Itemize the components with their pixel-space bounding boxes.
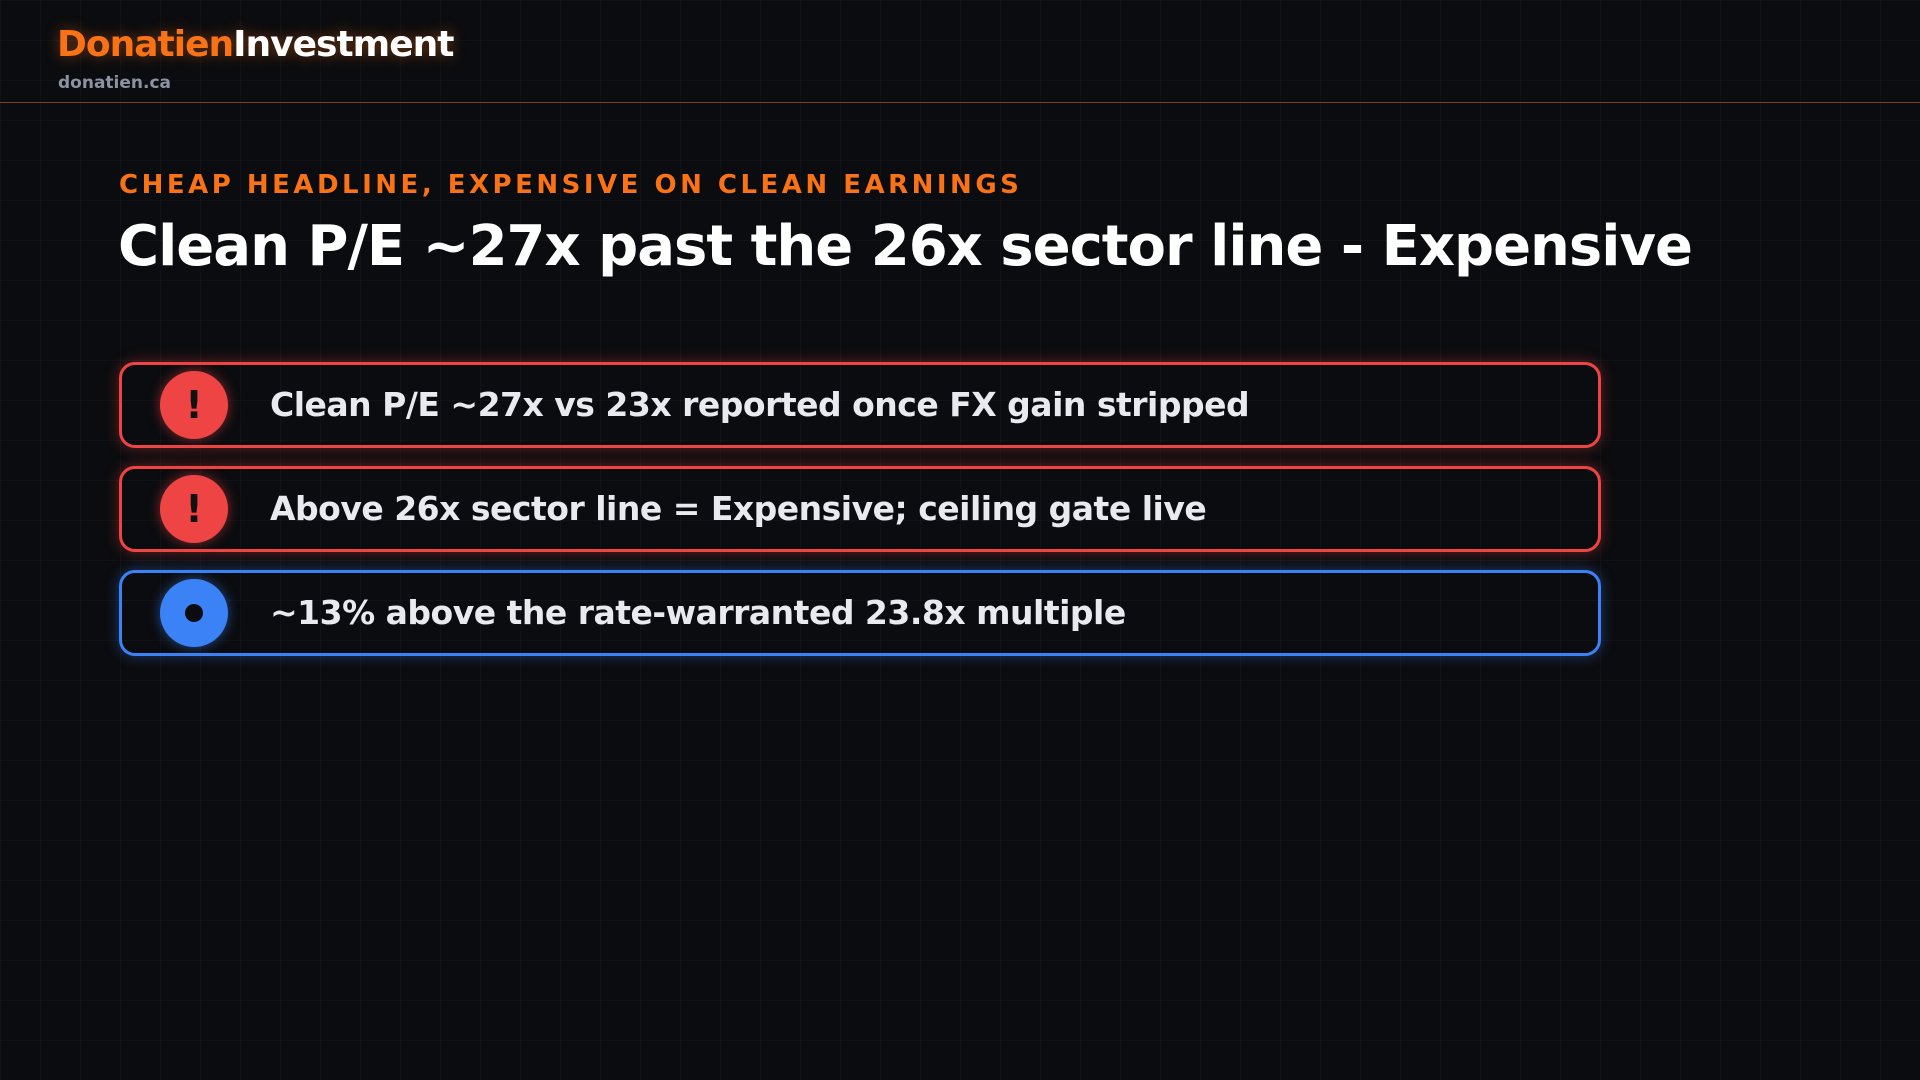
item-card: ~13% above the rate-warranted 23.8x mult… bbox=[119, 570, 1601, 656]
item-text: Clean P/E ~27x vs 23x reported once FX g… bbox=[270, 385, 1250, 424]
header: DonatienInvestment donatien.ca bbox=[0, 0, 1920, 103]
item-text: Above 26x sector line = Expensive; ceili… bbox=[270, 489, 1207, 528]
kicker: CHEAP HEADLINE, EXPENSIVE ON CLEAN EARNI… bbox=[119, 170, 1023, 200]
brand-secondary: Investment bbox=[233, 24, 454, 65]
brand-primary: Donatien bbox=[57, 24, 234, 65]
item-text: ~13% above the rate-warranted 23.8x mult… bbox=[270, 593, 1126, 632]
item-icon bbox=[160, 579, 228, 647]
title: Clean P/E ~27x past the 26x sector line … bbox=[118, 214, 1693, 279]
item-icon: ! bbox=[160, 371, 228, 439]
item-icon: ! bbox=[160, 475, 228, 543]
site[interactable]: donatien.ca bbox=[58, 73, 172, 93]
item-card: ! Above 26x sector line = Expensive; ceil… bbox=[119, 466, 1601, 552]
icon-dot bbox=[185, 604, 203, 622]
brand[interactable]: DonatienInvestment bbox=[57, 24, 454, 65]
item-card: ! Clean P/E ~27x vs 23x reported once FX … bbox=[119, 362, 1601, 448]
